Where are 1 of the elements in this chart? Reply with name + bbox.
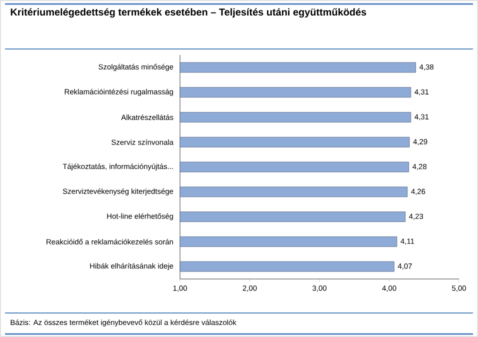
chart-title: Kritériumelégedettség termékek esetében – Teljesítés utáni együttműködés xyxy=(10,8,366,18)
